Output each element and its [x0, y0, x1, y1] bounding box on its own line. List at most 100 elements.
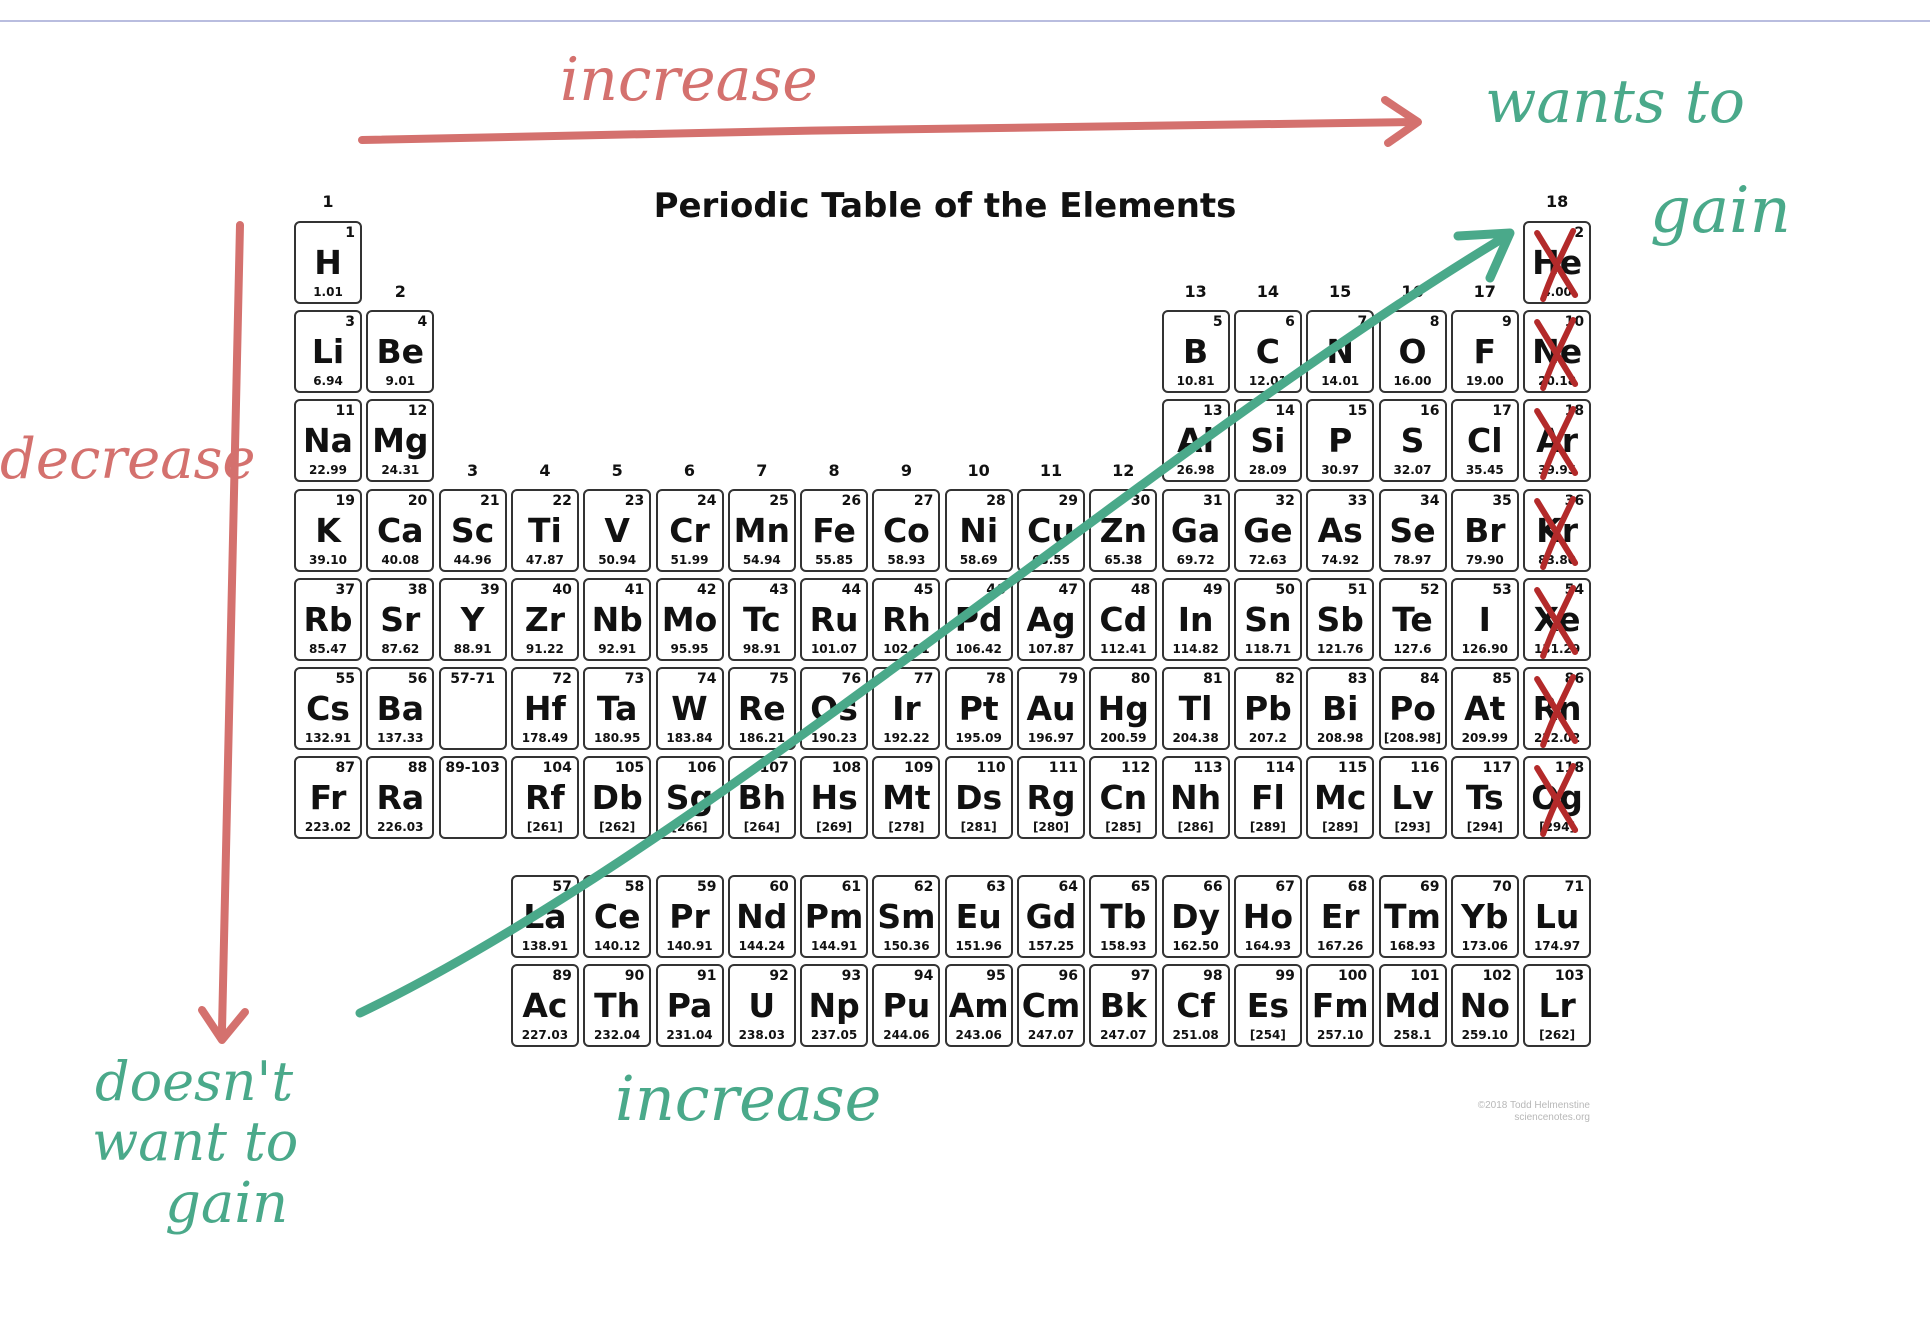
- element-symbol: Tb: [1100, 897, 1147, 936]
- element-cell: 105 Db [262]: [583, 756, 652, 839]
- atomic-mass: 251.08: [1172, 1028, 1219, 1042]
- element-cell: 18 Ar 39.95: [1523, 399, 1592, 482]
- atomic-number: 48: [1130, 582, 1151, 598]
- atomic-number: 99: [1275, 968, 1295, 984]
- atomic-mass: 222.02: [1533, 731, 1581, 745]
- element-symbol: Es: [1246, 986, 1289, 1025]
- element-symbol: S: [1400, 421, 1425, 460]
- atomic-mass: 183.84: [666, 731, 713, 745]
- element-cell: 15 P 30.97: [1306, 399, 1375, 482]
- atomic-mass: [254]: [1249, 1028, 1286, 1042]
- element-cell: 72 Hf 178.49: [510, 667, 579, 750]
- element-cell: 17 Cl 35.45: [1450, 399, 1519, 482]
- atomic-mass: 178.49: [521, 731, 569, 745]
- element-symbol: Am: [948, 986, 1009, 1025]
- atomic-mass: 55.85: [815, 553, 854, 567]
- atomic-number: 44: [841, 582, 862, 598]
- element-symbol: Bi: [1321, 689, 1359, 728]
- atomic-mass: 1.01: [313, 285, 343, 299]
- group-label: 1: [322, 192, 334, 211]
- atomic-mass: 200.59: [1100, 731, 1147, 745]
- element-cell: 40 Zr 91.22: [510, 578, 579, 661]
- group-label: 9: [900, 461, 912, 480]
- atomic-mass: 232.04: [594, 1028, 641, 1042]
- atomic-number: 29: [1058, 493, 1078, 509]
- element-cell: 13 Al 26.98: [1161, 399, 1230, 482]
- atomic-number: 33: [1347, 493, 1368, 509]
- credit-line: ©2018 Todd Helmenstine: [1477, 1100, 1590, 1111]
- atomic-mass: 138.91: [521, 939, 569, 953]
- element-cell: 68 Er 167.26: [1306, 875, 1375, 958]
- atomic-number: 38: [407, 582, 428, 598]
- element-symbol: Zn: [1099, 511, 1147, 550]
- atomic-number: 73: [624, 671, 645, 687]
- element-symbol: Sn: [1244, 600, 1292, 639]
- element-symbol: H: [314, 243, 342, 282]
- element-symbol: Ge: [1243, 511, 1293, 550]
- element-symbol: Ra: [376, 778, 425, 817]
- element-symbol: Ag: [1026, 600, 1076, 639]
- atomic-mass: [293]: [1394, 820, 1431, 834]
- element-cell: 86 Rn 222.02: [1523, 667, 1592, 750]
- element-symbol: Th: [594, 986, 641, 1025]
- element-cell: 23 V 50.94: [583, 489, 652, 572]
- atomic-number: 114: [1265, 760, 1295, 776]
- atomic-number: 11: [335, 403, 355, 419]
- element-cell: 16 S 32.07: [1378, 399, 1447, 482]
- element-symbol: F: [1473, 332, 1497, 371]
- atomic-mass: 209.99: [1461, 731, 1508, 745]
- element-cell: 50 Sn 118.71: [1233, 578, 1302, 661]
- group-label: 6: [683, 461, 696, 480]
- atomic-mass: 208.98: [1317, 731, 1364, 745]
- atomic-number: 42: [697, 582, 717, 598]
- atomic-number: 98: [1203, 968, 1223, 984]
- element-cell: 7 N 14.01: [1306, 310, 1375, 393]
- element-cell: 26 Fe 55.85: [800, 489, 869, 572]
- atomic-number: 3: [345, 314, 355, 330]
- element-cell: 51 Sb 121.76: [1306, 578, 1375, 661]
- element-symbol: Sr: [380, 600, 421, 639]
- element-symbol: O: [1398, 332, 1427, 371]
- element-symbol: Cf: [1176, 986, 1215, 1025]
- element-cell: 60 Nd 144.24: [727, 875, 796, 958]
- element-cell: 91 Pa 231.04: [655, 964, 724, 1047]
- atomic-mass: 101.07: [810, 642, 858, 656]
- atomic-mass: 107.87: [1027, 642, 1075, 656]
- group-label: 17: [1473, 282, 1496, 301]
- atomic-mass: [289]: [1322, 820, 1359, 834]
- atomic-mass: 54.94: [742, 553, 781, 567]
- element-symbol: Rg: [1026, 778, 1076, 817]
- atomic-mass: 22.99: [309, 463, 347, 477]
- atomic-mass: 92.91: [598, 642, 637, 656]
- atomic-number: 94: [913, 968, 934, 984]
- element-symbol: Co: [882, 511, 930, 550]
- element-cell: 109 Mt [278]: [872, 756, 941, 839]
- atomic-mass: 35.45: [1465, 463, 1504, 477]
- atomic-number: 1: [345, 225, 355, 241]
- atomic-mass: [294]: [1466, 820, 1503, 834]
- element-cell: 8 O 16.00: [1378, 310, 1447, 393]
- element-cell: 36 Kr 83.80: [1523, 489, 1592, 572]
- element-symbol: Li: [311, 332, 345, 371]
- atomic-mass: 112.41: [1100, 642, 1147, 656]
- element-symbol: Se: [1389, 511, 1436, 550]
- atomic-number: 43: [769, 582, 789, 598]
- group-label: 13: [1184, 282, 1207, 301]
- element-cell: 99 Es [254]: [1233, 964, 1302, 1047]
- element-cell: 4 Be 9.01: [366, 310, 435, 393]
- atomic-number: 101: [1410, 968, 1440, 984]
- atomic-number: 31: [1203, 493, 1223, 509]
- atomic-number: 66: [1203, 879, 1223, 895]
- atomic-number: 74: [697, 671, 717, 687]
- element-cell: 53 I 126.90: [1450, 578, 1519, 661]
- element-symbol: Cm: [1021, 986, 1081, 1025]
- element-cell: 80 Hg 200.59: [1089, 667, 1158, 750]
- atomic-number: 91: [697, 968, 717, 984]
- atomic-mass: 223.02: [304, 820, 352, 834]
- element-cell: 79 Au 196.97: [1017, 667, 1085, 750]
- atomic-number: 9: [1502, 314, 1512, 330]
- element-symbol: Ba: [376, 689, 424, 728]
- atomic-mass: 244.06: [883, 1028, 930, 1042]
- atomic-number: 45: [913, 582, 934, 598]
